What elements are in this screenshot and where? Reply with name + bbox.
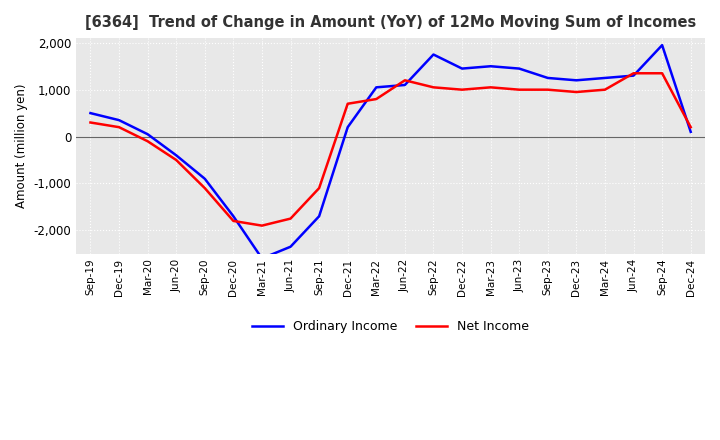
Ordinary Income [629,73,638,78]
Net Income [172,158,181,163]
Ordinary Income [172,153,181,158]
Net Income [258,223,266,228]
Ordinary Income [515,66,523,71]
Ordinary Income [315,213,323,219]
Line: Ordinary Income: Ordinary Income [91,45,690,258]
Ordinary Income [287,244,295,249]
Ordinary Income [229,213,238,219]
Net Income [486,84,495,90]
Net Income [572,89,581,95]
Net Income [458,87,467,92]
Ordinary Income [372,84,381,90]
Y-axis label: Amount (million yen): Amount (million yen) [15,84,28,208]
Legend: Ordinary Income, Net Income: Ordinary Income, Net Income [247,315,534,338]
Ordinary Income [143,132,152,137]
Ordinary Income [400,82,409,88]
Net Income [515,87,523,92]
Net Income [658,71,667,76]
Ordinary Income [258,256,266,261]
Net Income [372,96,381,102]
Ordinary Income [86,110,95,116]
Net Income [544,87,552,92]
Ordinary Income [658,43,667,48]
Net Income [629,71,638,76]
Ordinary Income [486,64,495,69]
Net Income [315,186,323,191]
Net Income [686,125,695,130]
Ordinary Income [600,75,609,81]
Ordinary Income [544,75,552,81]
Net Income [143,139,152,144]
Net Income [400,78,409,83]
Ordinary Income [343,125,352,130]
Net Income [114,125,123,130]
Net Income [86,120,95,125]
Ordinary Income [686,129,695,135]
Net Income [229,218,238,224]
Ordinary Income [114,117,123,123]
Ordinary Income [200,176,209,181]
Net Income [287,216,295,221]
Title: [6364]  Trend of Change in Amount (YoY) of 12Mo Moving Sum of Incomes: [6364] Trend of Change in Amount (YoY) o… [85,15,696,30]
Net Income [429,84,438,90]
Ordinary Income [429,52,438,57]
Ordinary Income [572,78,581,83]
Net Income [343,101,352,106]
Net Income [600,87,609,92]
Ordinary Income [458,66,467,71]
Net Income [200,186,209,191]
Line: Net Income: Net Income [91,73,690,226]
